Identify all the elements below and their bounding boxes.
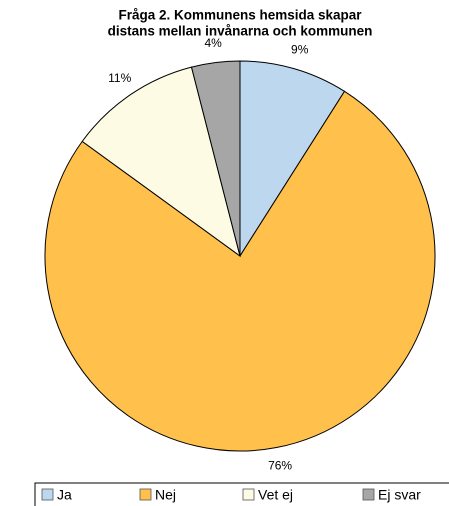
pie-slice (190, 60, 241, 257)
pie-slice (44, 90, 436, 452)
legend-label: Nej (155, 487, 176, 503)
chart-title: Fråga 2. Kommunens hemsida skapar (118, 8, 362, 23)
pie-slice (81, 66, 241, 258)
legend-box (34, 482, 449, 506)
data-label: 9% (291, 43, 309, 57)
pie-slice (239, 60, 346, 258)
chart-title: distans mellan invånarna och kommunen (108, 24, 373, 39)
legend-label: Vet ej (258, 487, 293, 503)
data-label: 11% (108, 71, 131, 85)
legend-swatch (41, 488, 54, 501)
legend-swatch (139, 488, 152, 501)
legend-swatch (362, 488, 375, 501)
legend-label: Ej svar (378, 487, 421, 503)
data-label: 76% (268, 458, 292, 472)
legend-label: Ja (57, 487, 72, 503)
legend-swatch (242, 488, 255, 501)
data-label: 4% (205, 36, 223, 50)
